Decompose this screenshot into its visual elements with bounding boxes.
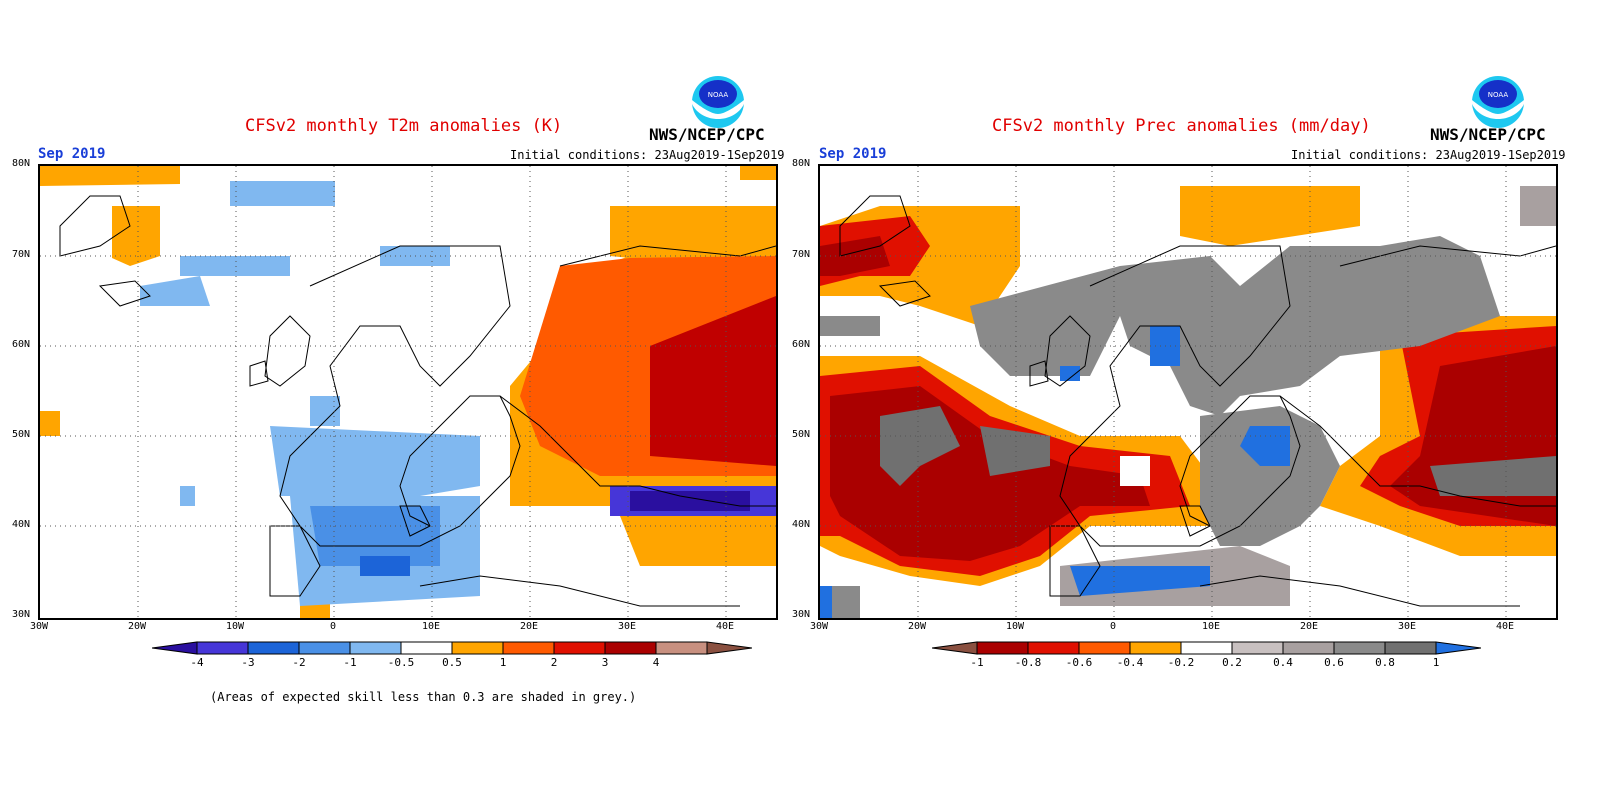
lat-label: 80N	[12, 158, 31, 169]
panel-title: CFSv2 monthly Prec anomalies (mm/day)	[992, 116, 1371, 136]
colorbar-swatch	[1384, 641, 1437, 655]
colorbar-swatch	[151, 641, 198, 655]
colorbar-swatch	[1027, 641, 1080, 655]
lat-label: 70N	[12, 249, 31, 260]
initial-conditions: Initial conditions: 23Aug2019-1Sep2019	[510, 148, 785, 162]
lon-label: 0	[330, 621, 337, 632]
colorbar-label: 4	[652, 656, 660, 669]
lon-label: 20W	[908, 621, 927, 632]
colorbar-swatches	[931, 641, 1482, 655]
initial-conditions: Initial conditions: 23Aug2019-1Sep2019	[1291, 148, 1566, 162]
map-frame	[38, 164, 778, 620]
lat-label: 50N	[792, 429, 811, 440]
colorbar-swatch	[247, 641, 300, 655]
lon-label: 10E	[422, 621, 441, 632]
lon-label: 20E	[520, 621, 539, 632]
lon-label: 40E	[1496, 621, 1515, 632]
colorbar-swatch	[298, 641, 351, 655]
colorbar-label: 0.2	[1222, 656, 1242, 669]
colorbar-swatch	[1231, 641, 1284, 655]
colorbar-swatch	[349, 641, 402, 655]
lat-label: 40N	[792, 519, 811, 530]
colorbar-label: -2	[292, 656, 306, 669]
colorbar-label: -0.4	[1116, 656, 1144, 669]
lon-label: 30W	[30, 621, 49, 632]
prec-anomaly-panel: CFSv2 monthly Prec anomalies (mm/day) NO…	[780, 0, 1580, 800]
colorbar-swatch	[706, 641, 753, 655]
noaa-logo: NOAA	[1470, 74, 1526, 130]
wet-anomaly-regions	[820, 326, 1290, 618]
logo-text: NOAA	[708, 91, 729, 99]
colorbar-swatch	[553, 641, 606, 655]
colorbar-swatch	[1129, 641, 1182, 655]
lat-label: 50N	[12, 429, 31, 440]
colorbar-swatch	[1078, 641, 1131, 655]
colorbar-label: -3	[241, 656, 255, 669]
colorbar-label: 0.4	[1273, 656, 1293, 669]
map-frame	[818, 164, 1558, 620]
prec-map	[820, 166, 1556, 618]
colorbar-label: 0.6	[1324, 656, 1344, 669]
lat-label: 40N	[12, 519, 31, 530]
colorbar-label: -0.5	[387, 656, 415, 669]
colorbar-label: -4	[190, 656, 204, 669]
lat-label: 70N	[792, 249, 811, 260]
lat-label: 30N	[792, 609, 811, 620]
colorbar-swatch	[196, 641, 249, 655]
noaa-logo: NOAA	[690, 74, 746, 130]
lon-label: 0	[1110, 621, 1117, 632]
forecast-month: Sep 2019	[819, 146, 887, 162]
lon-label: 40E	[716, 621, 735, 632]
lat-label: 60N	[12, 339, 31, 350]
forecast-month: Sep 2019	[38, 146, 106, 162]
colorbar-label: 2	[550, 656, 558, 669]
colorbar-swatch	[604, 641, 657, 655]
colorbar-swatch	[1180, 641, 1233, 655]
graticule	[820, 166, 1556, 618]
colorbar-label: 3	[601, 656, 609, 669]
lon-label: 30E	[618, 621, 637, 632]
lon-label: 30W	[810, 621, 829, 632]
colorbar-label: -0.2	[1167, 656, 1195, 669]
colorbar-swatch	[931, 641, 978, 655]
agency-label: NWS/NCEP/CPC	[1430, 125, 1546, 144]
agency-label: NWS/NCEP/CPC	[649, 125, 765, 144]
warm-anomaly-regions	[40, 166, 776, 618]
lat-label: 30N	[12, 609, 31, 620]
lon-label: 10E	[1202, 621, 1221, 632]
colorbar-swatch	[1435, 641, 1482, 655]
lon-label: 20E	[1300, 621, 1319, 632]
t2m-map	[40, 166, 776, 618]
lon-label: 20W	[128, 621, 147, 632]
logo-text: NOAA	[1488, 91, 1509, 99]
t2m-anomaly-panel: CFSv2 monthly T2m anomalies (K) NOAA NWS…	[12, 74, 785, 704]
colorbar-swatch	[655, 641, 708, 655]
lon-label: 10W	[1006, 621, 1025, 632]
lon-label: 30E	[1398, 621, 1417, 632]
colorbar-swatch	[400, 641, 453, 655]
colorbar-label: 0.8	[1375, 656, 1395, 669]
colorbar-label: 0.5	[442, 656, 462, 669]
colorbar-swatch	[1333, 641, 1386, 655]
cool-anomaly-regions	[140, 181, 776, 606]
colorbar-label: 1	[1432, 656, 1440, 669]
colorbar-label: -1	[343, 656, 357, 669]
colorbar-swatch	[976, 641, 1029, 655]
colorbar-swatch	[502, 641, 555, 655]
color-legend: -1 -0.8 -0.6 -0.4 -0.2 0.2 0.4 0.6 0.8 1	[931, 640, 1482, 680]
lat-label: 80N	[792, 158, 811, 169]
color-legend: -4 -3 -2 -1 -0.5 0.5 1 2 3 4	[151, 640, 753, 680]
colorbar-swatch	[451, 641, 504, 655]
colorbar-label: -0.8	[1014, 656, 1042, 669]
lat-label: 60N	[792, 339, 811, 350]
colorbar-swatches	[151, 641, 753, 655]
graticule	[40, 166, 776, 618]
panel-title: CFSv2 monthly T2m anomalies (K)	[245, 116, 563, 136]
colorbar-label: 1	[499, 656, 507, 669]
skill-footnote: (Areas of expected skill less than 0.3 a…	[210, 690, 637, 704]
colorbar-label: -0.6	[1065, 656, 1093, 669]
colorbar-swatch	[1282, 641, 1335, 655]
colorbar-label: -1	[970, 656, 984, 669]
lon-label: 10W	[226, 621, 245, 632]
